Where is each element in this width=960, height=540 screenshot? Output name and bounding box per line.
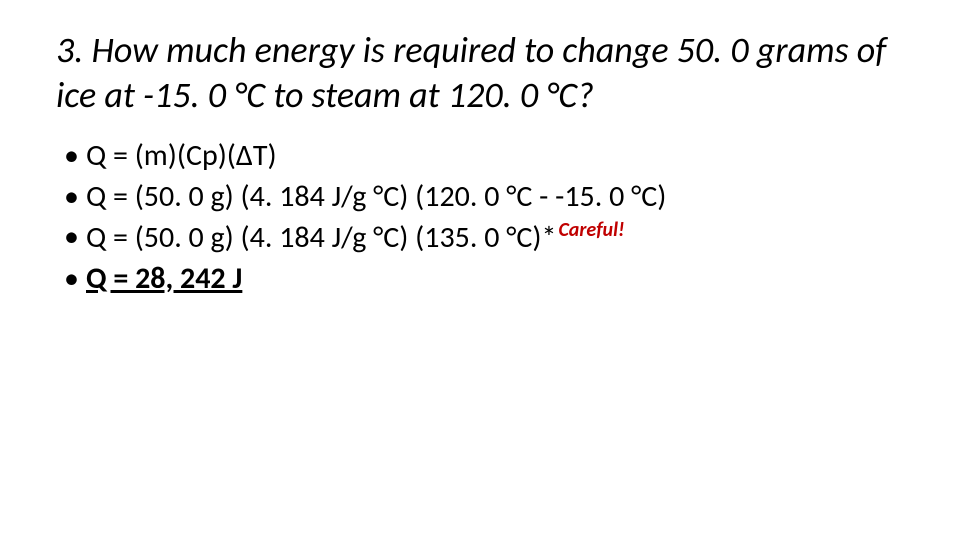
substitution-line: Q = (50. 0 g) (4. 184 J/g °C) (120. 0 °C… <box>64 177 904 218</box>
answer-line: Q = 28, 242 J <box>64 259 904 300</box>
slide-container: 3. How much energy is required to change… <box>0 0 960 540</box>
formula-line: Q = (m)(Cp)(ΔT) <box>64 136 904 177</box>
question-title: 3. How much energy is required to change… <box>56 28 904 118</box>
careful-note: Careful! <box>558 218 624 242</box>
simplification-text: Q = (50. 0 g) (4. 184 J/g °C) (135. 0 °C… <box>86 219 556 256</box>
simplification-line: Q = (50. 0 g) (4. 184 J/g °C) (135. 0 °C… <box>64 217 904 259</box>
answer-value: Q = 28, 242 J <box>86 260 242 297</box>
solution-steps: Q = (m)(Cp)(ΔT) Q = (50. 0 g) (4. 184 J/… <box>64 136 904 299</box>
